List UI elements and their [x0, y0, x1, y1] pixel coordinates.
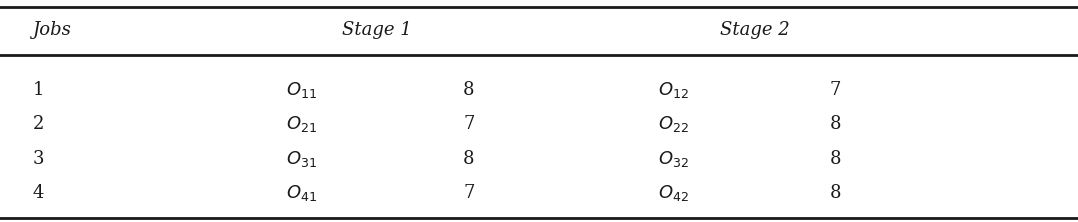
Text: $O_{31}$: $O_{31}$ [287, 149, 317, 169]
Text: 7: 7 [830, 81, 841, 99]
Text: $O_{42}$: $O_{42}$ [659, 183, 689, 203]
Text: $O_{41}$: $O_{41}$ [287, 183, 317, 203]
Text: 7: 7 [464, 115, 474, 133]
Text: $O_{11}$: $O_{11}$ [287, 80, 317, 100]
Text: $O_{12}$: $O_{12}$ [659, 80, 689, 100]
Text: 8: 8 [464, 81, 474, 99]
Text: 4: 4 [32, 184, 44, 202]
Text: 8: 8 [830, 150, 841, 168]
Text: 2: 2 [32, 115, 44, 133]
Text: Jobs: Jobs [32, 21, 71, 39]
Text: 8: 8 [830, 184, 841, 202]
Text: $O_{21}$: $O_{21}$ [287, 114, 317, 134]
Text: 8: 8 [830, 115, 841, 133]
Text: 8: 8 [464, 150, 474, 168]
Text: 7: 7 [464, 184, 474, 202]
Text: 1: 1 [32, 81, 44, 99]
Text: $O_{22}$: $O_{22}$ [659, 114, 689, 134]
Text: 3: 3 [32, 150, 44, 168]
Text: Stage 2: Stage 2 [720, 21, 789, 39]
Text: Stage 1: Stage 1 [343, 21, 412, 39]
Text: $O_{32}$: $O_{32}$ [659, 149, 689, 169]
